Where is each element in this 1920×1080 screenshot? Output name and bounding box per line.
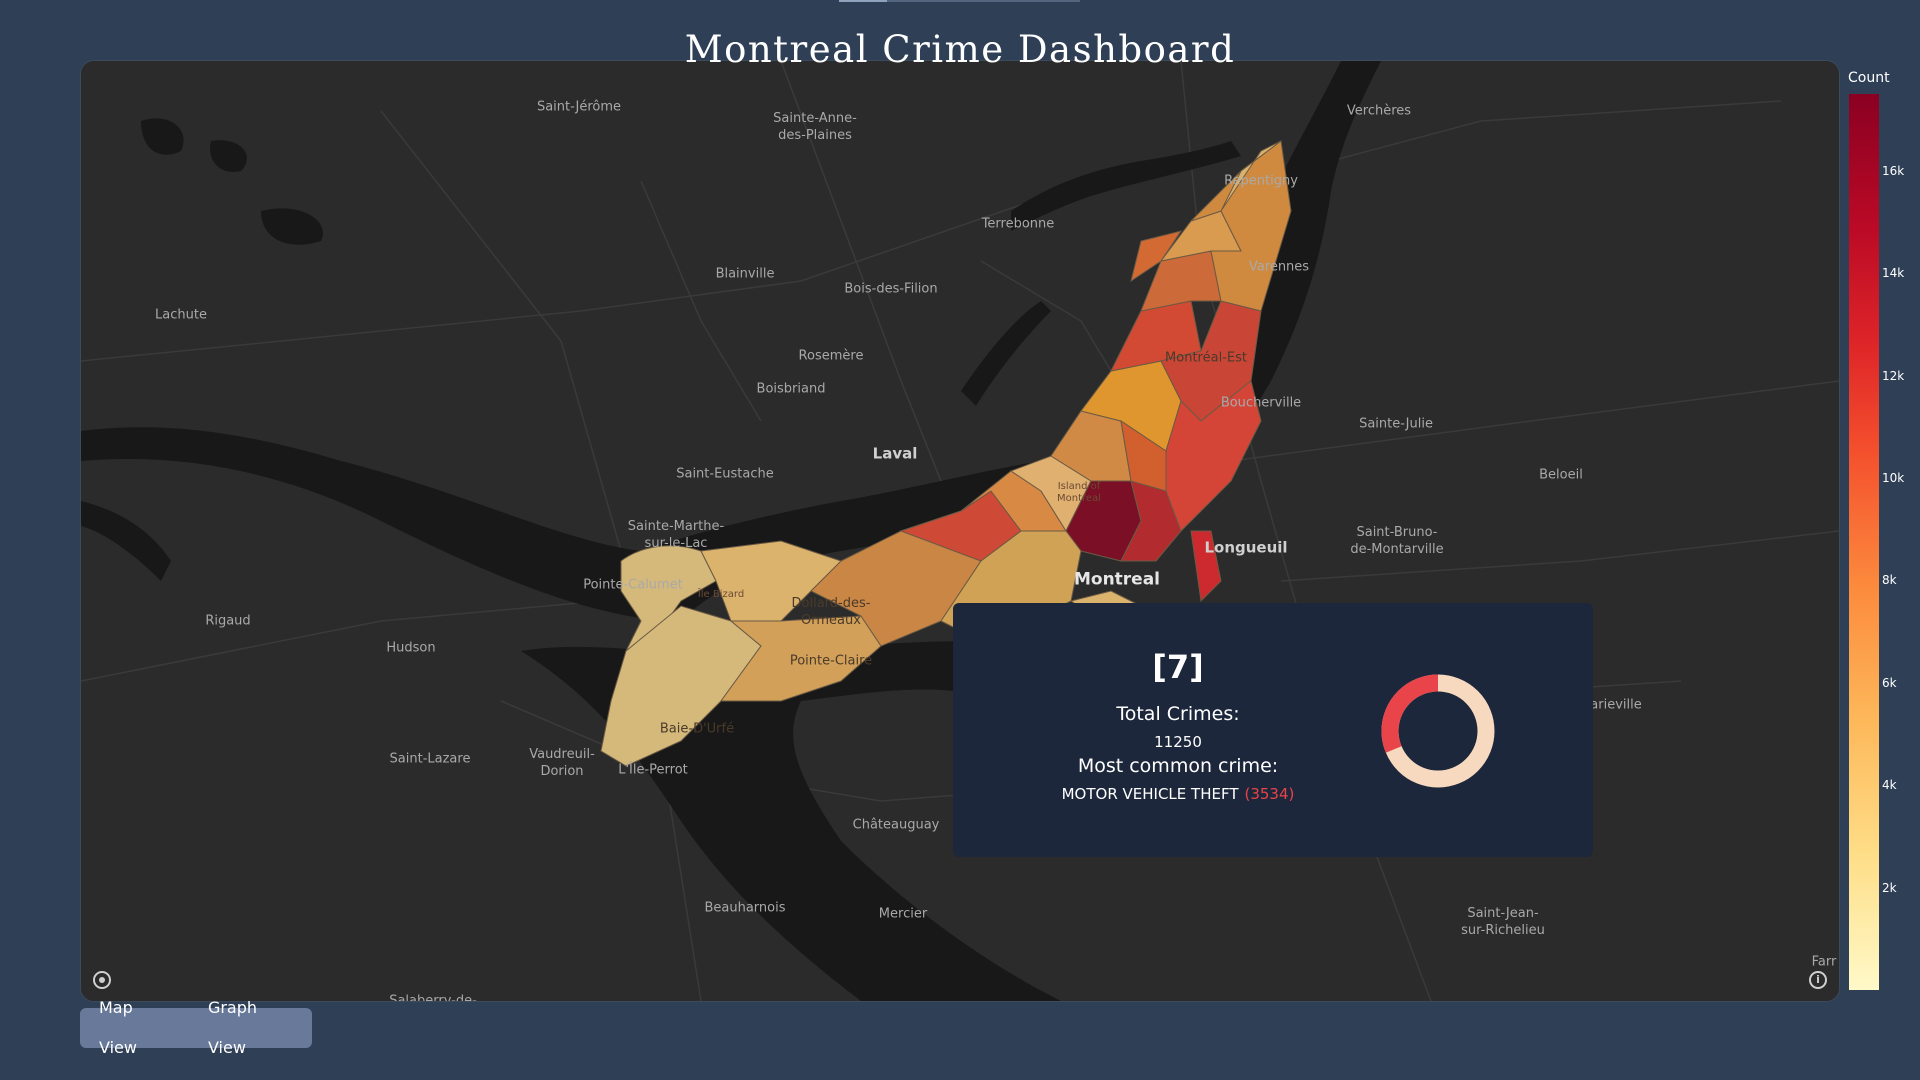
legend-tick-label: 14k — [1882, 266, 1905, 281]
label-farnham: Farr — [1811, 954, 1837, 970]
most-common-crime-label: Most common crime: — [1077, 755, 1279, 777]
choropleth-map[interactable]: Saint-Jérôme Sainte-Anne- des-Plaines Ve… — [80, 60, 1840, 1002]
attribution-info-icon[interactable]: i — [1809, 971, 1827, 989]
legend-tick-label: 2k — [1882, 880, 1897, 895]
page-title: Montreal Crime Dashboard — [684, 28, 1236, 71]
label-varennes: Varennes — [1248, 259, 1310, 275]
donut-highlight-segment — [1381, 674, 1495, 788]
legend-tick-label: 12k — [1882, 368, 1905, 383]
label-beloeil: Beloeil — [1539, 467, 1583, 483]
label-montreal-est: Montréal-Est — [1165, 350, 1247, 366]
legend-tick-label: 6k — [1882, 675, 1897, 690]
label-repentigny: Repentigny — [1224, 173, 1298, 189]
label-dollard: Dollard-des- Ormeaux — [791, 596, 871, 628]
label-saint-eustache: Saint-Eustache — [676, 466, 774, 482]
district-ile-sainte-helene — [1190, 530, 1222, 603]
map-logo-icon[interactable] — [93, 971, 111, 989]
label-blainville: Blainville — [715, 266, 775, 282]
map-base — [81, 61, 1839, 1001]
label-bois-des-filion: Bois-des-Filion — [844, 281, 938, 297]
label-marieville: arieville — [1590, 697, 1642, 713]
label-chateauguay: Châteauguay — [852, 817, 940, 833]
district-hover-card: [7] Total Crimes: 11250 Most common crim… — [953, 603, 1593, 857]
legend-tick-label: 4k — [1882, 778, 1897, 793]
top-tab-indicator — [839, 0, 1080, 2]
label-pointe-calumet: Pointe-Calumet — [583, 577, 683, 593]
label-boisbriand: Boisbriand — [756, 381, 826, 397]
label-rosemere: Rosemère — [798, 348, 864, 364]
graph-view-button[interactable]: Graph View — [207, 998, 258, 1057]
district-baie-durfe — [600, 605, 762, 767]
legend-color-scale — [1849, 94, 1879, 990]
label-sainte-marthe: Sainte-Marthe- sur-le-Lac — [627, 519, 725, 551]
legend-tick-label: 10k — [1882, 471, 1905, 485]
label-rigaud: Rigaud — [205, 613, 251, 629]
label-saint-lazare: Saint-Lazare — [389, 751, 471, 767]
label-beauharnois: Beauharnois — [704, 900, 786, 916]
district-id: [7] — [1152, 648, 1204, 686]
label-saint-jerome: Saint-Jérôme — [536, 99, 622, 115]
label-vercheres: Verchères — [1346, 103, 1412, 119]
label-longueuil: Longueuil — [1204, 538, 1288, 557]
label-sainte-julie: Sainte-Julie — [1359, 416, 1433, 432]
most-common-crime-row: MOTOR VEHICLE THEFT (3534) — [953, 785, 1403, 803]
view-toggle: Map View Graph View — [80, 998, 312, 1057]
district-polygons — [600, 140, 1292, 767]
label-mercier: Mercier — [878, 906, 928, 922]
label-saint-bruno: Saint-Bruno- de-Montarville — [1350, 525, 1444, 557]
district-north — [1130, 230, 1183, 283]
map-view-button[interactable]: Map View — [99, 998, 137, 1057]
label-pointe-claire: Pointe-Claire — [789, 653, 873, 669]
district-east-tip — [1220, 140, 1282, 212]
label-terrebonne: Terrebonne — [981, 216, 1055, 232]
label-ile-bizard: Île Bizard — [697, 589, 745, 600]
most-common-crime-name: MOTOR VEHICLE THEFT — [1061, 785, 1239, 803]
most-common-crime-count: (3534) — [1244, 785, 1295, 803]
label-sainte-anne: Sainte-Anne- des-Plaines — [773, 111, 857, 143]
legend-title: Count — [1848, 70, 1890, 86]
district-hochelaga — [1165, 380, 1262, 532]
district-pointe-claire — [720, 615, 882, 702]
total-crimes-value: 11250 — [1154, 733, 1202, 751]
total-crimes-label: Total Crimes: — [1116, 703, 1240, 725]
crime-share-donut — [1381, 674, 1495, 788]
label-baie-durfe: Baie-D'Urfé — [659, 721, 735, 737]
legend-tick-label: 8k — [1882, 573, 1897, 588]
legend-tick-label: 16k — [1882, 163, 1905, 178]
label-salaberry: Salaberry-de- — [389, 993, 477, 1002]
label-boucherville: Boucherville — [1220, 395, 1302, 411]
label-hudson: Hudson — [386, 640, 436, 656]
district-anjou — [1110, 300, 1202, 372]
label-montreal: Montreal — [1073, 569, 1161, 590]
label-laval: Laval — [872, 444, 918, 463]
district-dollard — [700, 540, 842, 622]
label-ile-perrot: L'Île-Perrot — [618, 762, 688, 778]
label-vaudreuil: Vaudreuil- Dorion — [529, 747, 595, 779]
label-saint-jean: Saint-Jean- sur-Richelieu — [1461, 906, 1545, 938]
label-lachute: Lachute — [155, 307, 207, 323]
label-island-of-montreal: Island of Montreal — [1057, 481, 1101, 504]
